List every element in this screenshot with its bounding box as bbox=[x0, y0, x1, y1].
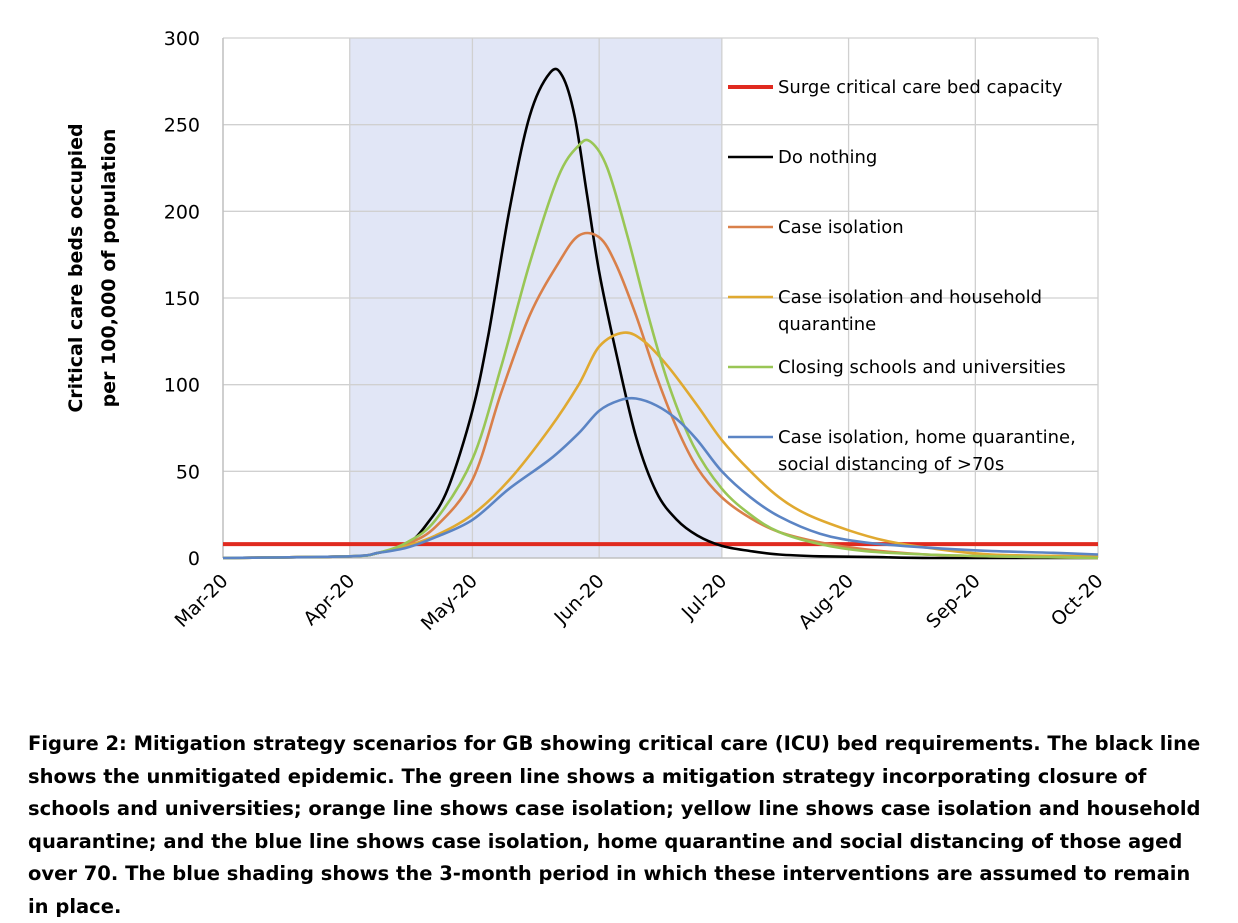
x-tick-label: Mar-20 bbox=[171, 570, 233, 632]
x-tick-label: Apr-20 bbox=[299, 570, 359, 630]
line-chart: 0 50 100 150 200 250 300 Mar-20 Apr-20 May-20 Jun… bbox=[65, 28, 1108, 635]
legend-label: Surge critical care bed capacity bbox=[778, 77, 1063, 98]
legend-label: Do nothing bbox=[778, 147, 877, 168]
legend-label: social distancing of >70s bbox=[778, 454, 1004, 475]
y-axis-label-line: Critical care beds occupied bbox=[65, 123, 87, 412]
series-line-5 bbox=[222, 396, 1099, 560]
x-tick-label: Jun-20 bbox=[549, 570, 608, 629]
x-tick-label: Oct-20 bbox=[1047, 570, 1108, 631]
y-tick-label: 150 bbox=[164, 288, 200, 310]
legend: Surge critical care bed capacity Do nothi… bbox=[728, 77, 1076, 475]
series-line-3 bbox=[222, 331, 1099, 560]
data-series bbox=[222, 67, 1099, 560]
y-tick-label: 100 bbox=[164, 375, 200, 397]
y-tick-label: 0 bbox=[188, 548, 200, 570]
x-tick-label: Aug-20 bbox=[794, 570, 858, 634]
y-axis-label-line: per 100,000 of population bbox=[98, 129, 120, 408]
y-tick-label: 250 bbox=[164, 115, 200, 137]
legend-label: Closing schools and universities bbox=[778, 357, 1066, 378]
x-tick-label: Sep-20 bbox=[922, 570, 985, 633]
figure-caption: Figure 2: Mitigation strategy scenarios … bbox=[28, 732, 1201, 918]
y-tick-label: 300 bbox=[164, 28, 200, 50]
y-axis-ticks: 0 50 100 150 200 250 300 bbox=[164, 28, 200, 570]
legend-label: quarantine bbox=[778, 314, 876, 335]
y-tick-label: 200 bbox=[164, 201, 200, 223]
legend-label: Case isolation bbox=[778, 217, 904, 238]
series-line-1 bbox=[222, 67, 1098, 560]
series-line-2 bbox=[222, 231, 1099, 560]
y-axis-label: Critical care beds occupied per 100,000 o… bbox=[65, 123, 120, 412]
series-line-4 bbox=[222, 138, 1099, 560]
x-tick-label: Jul-20 bbox=[677, 570, 731, 624]
y-tick-label: 50 bbox=[176, 461, 200, 483]
x-tick-label: May-20 bbox=[417, 570, 482, 635]
legend-label: Case isolation, home quarantine, bbox=[778, 427, 1076, 448]
x-axis-ticks: Mar-20 Apr-20 May-20 Jun-20 Jul-20 Aug-20 Sep-… bbox=[171, 570, 1108, 635]
legend-label: Case isolation and household bbox=[778, 287, 1042, 308]
